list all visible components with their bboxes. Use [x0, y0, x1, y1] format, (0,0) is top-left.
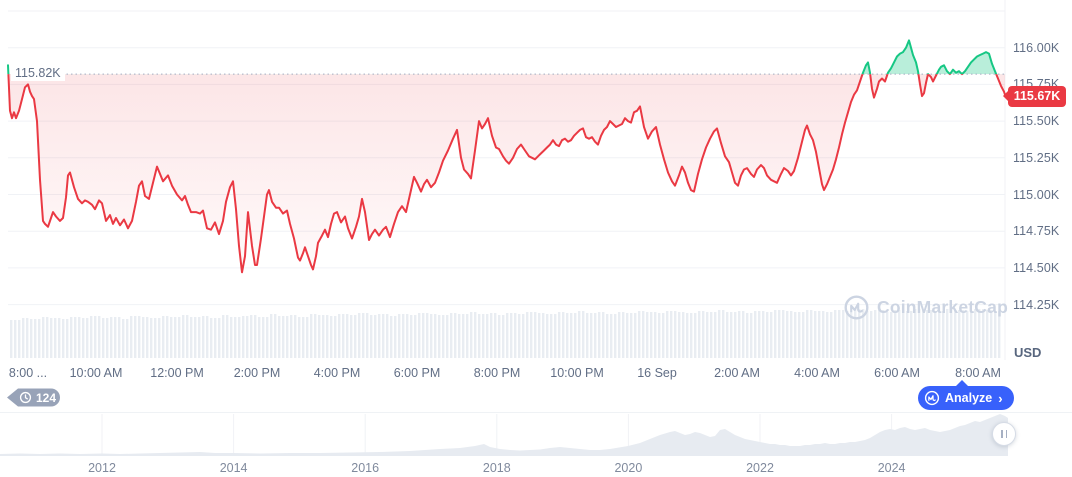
- range-selector-year-label: 2020: [614, 461, 643, 475]
- range-selector-minichart: [0, 414, 1008, 456]
- range-selector-year-label: 2018: [482, 461, 511, 475]
- y-axis-label: 114.25K: [1013, 297, 1060, 312]
- watermark-text: CoinMarketCap: [877, 297, 1008, 317]
- watermark: CoinMarketCap: [843, 294, 1008, 321]
- range-selector-year-label: 2016: [351, 461, 380, 475]
- analyze-label: Analyze: [945, 391, 993, 405]
- range-selector-year-label: 2022: [746, 461, 774, 475]
- y-axis-label: 115.25K: [1013, 150, 1060, 165]
- x-axis-label: 8:00 PM: [473, 366, 521, 380]
- x-axis-label: 4:00 PM: [313, 366, 361, 380]
- price-chart[interactable]: [0, 0, 1072, 360]
- x-axis-label: 10:00 AM: [69, 366, 123, 380]
- x-axis-label: 12:00 PM: [150, 366, 204, 380]
- x-axis-label: 8:00 AM: [955, 366, 1001, 380]
- x-axis-label: 16 Sep: [637, 366, 677, 380]
- y-axis-label: 115.50K: [1013, 114, 1060, 129]
- chevron-right-icon: ›: [998, 390, 1003, 406]
- history-clock-icon: [19, 391, 32, 404]
- y-axis-unit-label: USD: [1014, 345, 1042, 360]
- analyze-pointer: [955, 380, 969, 387]
- x-axis-label: 2:00 AM: [714, 366, 760, 380]
- annotations-count-badge[interactable]: 124: [6, 385, 64, 410]
- x-axis-label: 4:00 AM: [794, 366, 840, 380]
- y-axis-label: 114.50K: [1013, 260, 1060, 275]
- current-price-badge: 115.67K: [1008, 85, 1066, 107]
- coinmarketcap-logo-icon: [844, 295, 869, 320]
- x-axis-label: 6:00 AM: [874, 366, 920, 380]
- open-price-label: 115.82K: [11, 65, 65, 82]
- range-selector[interactable]: 2012 2014 2016 2018 2020 2022 2024: [0, 412, 1072, 477]
- y-axis-label: 116.00K: [1013, 40, 1060, 55]
- x-axis-label: 6:00 PM: [393, 366, 441, 380]
- x-axis-label: 2:00 PM: [233, 366, 281, 380]
- annotations-count: 124: [36, 390, 57, 405]
- y-axis-label: 115.00K: [1013, 187, 1060, 202]
- range-slider-handle[interactable]: [992, 422, 1016, 446]
- analyze-button[interactable]: Analyze ›: [918, 386, 1014, 410]
- range-selector-year-label: 2024: [877, 461, 906, 475]
- annotations-badge-shape: [7, 388, 60, 407]
- x-axis-label: 10:00 PM: [550, 366, 604, 380]
- range-selector-year-label: 2014: [219, 461, 248, 475]
- x-axis-label: 8:00 ...: [8, 366, 48, 380]
- x-axis: 8:00 ... 10:00 AM 12:00 PM 2:00 PM 4:00 PM 6:…: [0, 360, 1072, 386]
- y-axis-label: 114.75K: [1013, 224, 1060, 239]
- range-selector-year-label: 2012: [88, 461, 116, 475]
- coinmarketcap-logo-icon: [924, 390, 940, 406]
